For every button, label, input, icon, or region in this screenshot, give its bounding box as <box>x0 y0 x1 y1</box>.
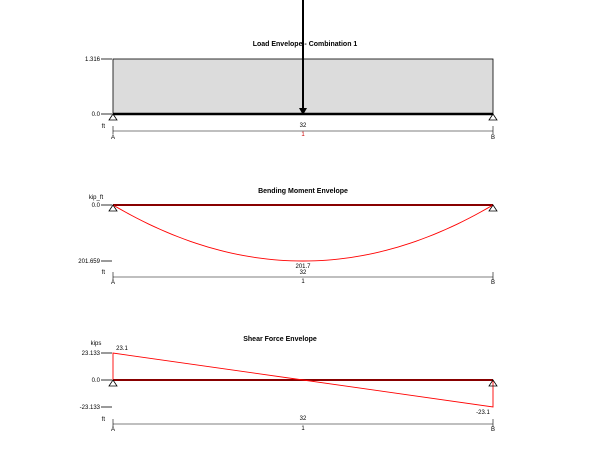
load-ytick-top: 1.316 <box>85 57 101 63</box>
moment-span-label: 1 <box>301 279 305 285</box>
support-a-icon <box>108 113 118 121</box>
moment-max-label: 201.7 <box>295 264 311 270</box>
shear-span-length: 32 <box>300 416 307 422</box>
moment-ylabel: kip_ft <box>89 195 104 201</box>
load-envelope-panel: Load Envelope - Combination 1 1.316 0.0 … <box>85 0 498 141</box>
bending-moment-panel: Bending Moment Envelope kip_ft 0.0 201.6… <box>78 188 498 286</box>
load-ytick-zero: 0.0 <box>92 112 101 118</box>
load-support-b-label: B <box>491 135 495 141</box>
shear-ytick-top: 23.133 <box>82 351 101 357</box>
load-span-length: 32 <box>300 123 307 129</box>
shear-ytick-zero: 0.0 <box>92 378 101 384</box>
shear-start-label: 23.1 <box>116 346 128 352</box>
point-load-arrowhead <box>299 108 307 115</box>
moment-title: Bending Moment Envelope <box>258 188 348 195</box>
shear-unit-label: ft <box>102 417 106 423</box>
moment-support-a-label: A <box>111 280 115 286</box>
shear-ytick-bottom: -23.133 <box>80 405 101 411</box>
moment-unit-label: ft <box>102 270 106 276</box>
load-unit-label: ft <box>102 124 106 130</box>
shear-curve <box>112 352 494 408</box>
shear-support-a-label: A <box>111 427 115 433</box>
moment-span-length: 32 <box>300 270 307 276</box>
shear-support-b-icon <box>488 379 498 387</box>
support-b-icon <box>488 113 498 121</box>
moment-ytick-max: 201.659 <box>78 259 100 265</box>
shear-end-label: -23.1 <box>476 410 490 416</box>
moment-support-b-label: B <box>491 280 495 286</box>
shear-ylabel: kips <box>91 341 102 347</box>
moment-support-b-icon <box>488 204 498 212</box>
shear-support-a-icon <box>108 379 118 387</box>
shear-force-panel: Shear Force Envelope kips 23.133 0.0 -23… <box>80 336 498 433</box>
load-support-a-label: A <box>111 135 115 141</box>
shear-support-b-label: B <box>491 427 495 433</box>
moment-curve <box>112 204 494 262</box>
moment-ytick-zero: 0.0 <box>92 203 101 209</box>
load-span-label: 1 <box>301 132 305 138</box>
load-envelope-title: Load Envelope - Combination 1 <box>253 41 358 48</box>
shear-span-label: 1 <box>301 426 305 432</box>
moment-support-a-icon <box>108 204 118 212</box>
shear-title: Shear Force Envelope <box>243 336 317 343</box>
